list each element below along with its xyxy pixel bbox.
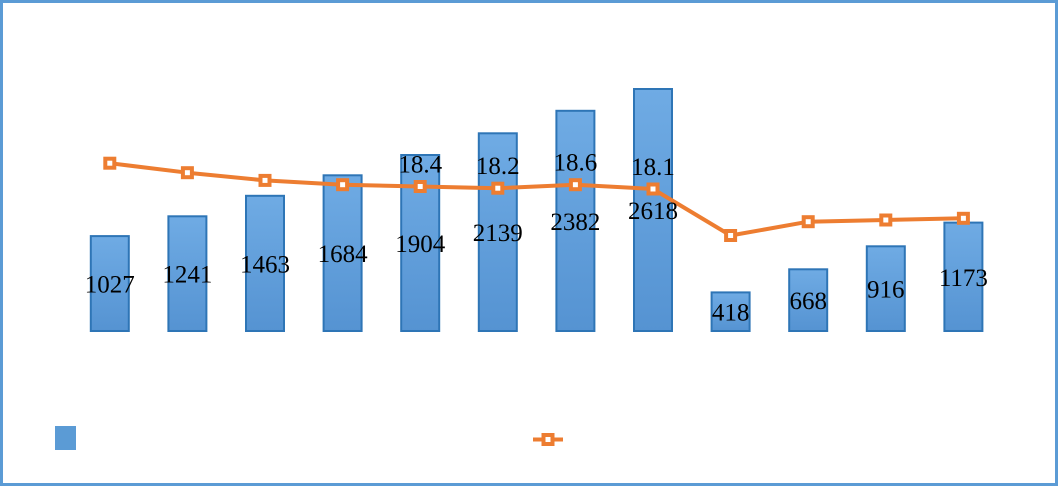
line-value-label: 18.4 xyxy=(398,152,442,179)
bar-value-label: 2139 xyxy=(473,220,523,247)
bar-series xyxy=(89,88,984,333)
line-marker-center xyxy=(107,160,113,166)
bar[interactable] xyxy=(245,194,285,332)
bar-data-labels: 1027 1241 1463 1684 1904 2139 2382 2618 418 668 91… xyxy=(85,198,988,327)
bar-value-label: 1173 xyxy=(939,265,988,292)
bar-value-label: 1684 xyxy=(318,241,369,268)
legend-line-marker-center xyxy=(545,437,551,442)
bar[interactable] xyxy=(633,88,673,332)
bar-value-label: 668 xyxy=(789,288,827,315)
line-marker-center xyxy=(650,186,656,192)
legend-bar-swatch[interactable] xyxy=(55,426,76,450)
bar-value-label: 1463 xyxy=(240,251,290,278)
chart-legend xyxy=(55,426,563,450)
bar[interactable] xyxy=(865,245,906,332)
bar-value-label: 418 xyxy=(712,300,750,327)
line-marker-center xyxy=(883,217,889,223)
line-marker-center xyxy=(495,185,501,191)
line-marker-center xyxy=(805,219,811,225)
line-data-labels: 18.4 18.2 18.6 18.1 xyxy=(398,150,675,181)
line-path[interactable] xyxy=(109,161,964,238)
line-marker-center xyxy=(417,184,423,189)
line-marker-center xyxy=(572,182,578,188)
line-marker-center xyxy=(960,215,966,221)
bar-value-label: 1241 xyxy=(162,262,212,289)
line-markers xyxy=(103,156,970,242)
line-series xyxy=(109,161,964,238)
line-marker-center xyxy=(340,182,346,188)
line-marker-center xyxy=(184,170,190,176)
line-value-label: 18.1 xyxy=(631,154,675,181)
line-value-label: 18.2 xyxy=(476,153,520,180)
line-marker-center xyxy=(728,233,734,238)
bar-value-label: 2382 xyxy=(550,209,600,236)
line-marker-center xyxy=(262,177,268,183)
bar-value-label: 1904 xyxy=(395,231,446,258)
bar[interactable] xyxy=(89,235,130,333)
bar[interactable] xyxy=(788,268,829,332)
bar-value-label: 1027 xyxy=(85,272,135,299)
bar-value-label: 2618 xyxy=(628,198,678,225)
combo-chart: 1027 1241 1463 1684 1904 2139 2382 2618 418 668 91… xyxy=(55,88,988,450)
bar[interactable] xyxy=(555,109,596,332)
bar[interactable] xyxy=(710,291,751,332)
bar[interactable] xyxy=(943,221,984,333)
bar-value-label: 916 xyxy=(867,277,905,304)
bar[interactable] xyxy=(477,132,518,332)
line-value-label: 18.6 xyxy=(554,150,598,177)
bar[interactable] xyxy=(322,174,363,332)
bar[interactable] xyxy=(167,215,208,332)
